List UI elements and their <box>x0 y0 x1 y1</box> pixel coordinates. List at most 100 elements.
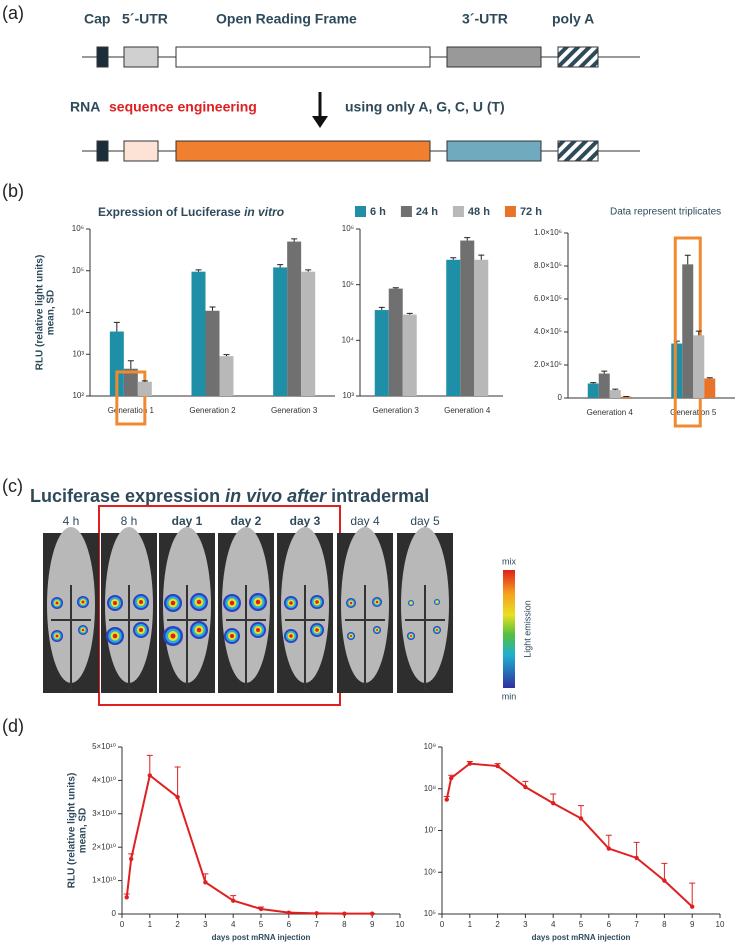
x-tick-label: 2 <box>175 920 180 929</box>
timepoint-label: 4 h <box>63 514 80 528</box>
legend-label: 48 h <box>468 206 490 218</box>
utr3 <box>446 140 542 162</box>
scale-label: min <box>502 691 517 701</box>
orf <box>175 140 431 162</box>
y-tick-label: 10⁷ <box>424 826 436 835</box>
error-bar <box>378 306 385 311</box>
error-bar <box>141 380 148 382</box>
x-tick-label: 4 <box>231 920 236 929</box>
x-tick-label: 6 <box>607 920 612 929</box>
point <box>578 816 584 821</box>
y-tick-label: 10³ <box>342 391 354 400</box>
x-tick-label: Generation 5 <box>670 408 717 417</box>
timepoint-label: day 1 <box>172 514 203 528</box>
y-tick-label: 10⁶ <box>72 224 84 233</box>
legend-swatch <box>504 206 516 217</box>
signal-spot <box>409 601 413 605</box>
color-bar <box>503 570 515 688</box>
y-tick-label: 1.0×10⁶ <box>534 228 562 237</box>
signal-spot <box>196 599 202 605</box>
point <box>370 911 375 916</box>
error-bar <box>689 882 696 907</box>
signal-spot <box>230 634 234 638</box>
arrow-head <box>312 116 328 128</box>
error-bar <box>605 834 612 849</box>
region-label: poly A <box>552 11 594 27</box>
signal-spot <box>289 634 293 638</box>
y-tick-label: 2.0×10⁵ <box>534 360 562 369</box>
cap <box>96 46 109 68</box>
bar <box>587 383 599 398</box>
step-text: using only A, G, C, U (T) <box>345 99 505 115</box>
title-part: Luciferase expression <box>30 486 220 506</box>
error-bar <box>113 321 120 332</box>
error-bar <box>209 306 216 311</box>
x-axis-label: days post mRNA injection <box>212 933 311 942</box>
legend-label: 6 h <box>370 206 386 218</box>
y-tick-label: 10² <box>72 391 84 400</box>
y-axis-label: mean, SD <box>78 808 89 854</box>
point <box>231 898 236 903</box>
x-tick-label: 8 <box>662 920 667 929</box>
x-tick-label: 5 <box>259 920 264 929</box>
y-tick-label: 10⁶ <box>342 224 354 233</box>
title-part: intradermal <box>331 486 429 506</box>
x-tick-label: 2 <box>495 920 500 929</box>
bar <box>287 241 302 396</box>
point <box>690 904 695 909</box>
point <box>634 855 639 861</box>
signal-spot <box>410 635 412 637</box>
x-tick-label: Generation 3 <box>373 406 420 415</box>
point <box>147 773 152 778</box>
signal-spot <box>81 628 85 632</box>
x-tick-label: 10 <box>396 920 405 929</box>
panel-label: (a) <box>2 3 24 23</box>
y-axis-label: RLU (relative light units) <box>35 255 46 371</box>
point <box>314 911 319 916</box>
bar <box>123 368 138 396</box>
bar <box>205 310 220 396</box>
x-tick-label: 1 <box>148 920 153 929</box>
y-tick-label: 2×10¹⁰ <box>92 842 116 851</box>
x-tick-label: 1 <box>468 920 473 929</box>
utr5 <box>123 46 159 68</box>
bar <box>402 314 417 396</box>
timepoint-label: day 4 <box>350 514 380 528</box>
error-bar <box>146 754 153 776</box>
point <box>124 895 129 900</box>
y-axis-label: mean, SD <box>46 290 57 336</box>
signal-spot <box>170 600 176 606</box>
error-bar <box>392 287 399 289</box>
imaging-title: Luciferase expression in vivo after intr… <box>30 486 429 506</box>
y-tick-label: 10⁴ <box>342 335 355 344</box>
y-tick-label: 8.0×10⁵ <box>534 261 562 270</box>
error-bar <box>223 354 230 357</box>
x-tick-label: 3 <box>203 920 208 929</box>
region-label: Cap <box>84 11 110 27</box>
x-tick-label: 3 <box>523 920 528 929</box>
x-axis-label: days post mRNA injection <box>532 933 631 942</box>
signal-spot <box>376 629 378 631</box>
y-tick-label: 10³ <box>72 349 84 358</box>
legend-swatch <box>400 206 412 217</box>
timepoint-label: day 5 <box>410 514 440 528</box>
y-tick-label: 5×10¹⁰ <box>92 742 116 751</box>
y-tick-label: 3×10¹⁰ <box>92 809 116 818</box>
signal-spot <box>256 628 260 632</box>
error-bar <box>127 360 134 369</box>
signal-spot <box>315 628 319 632</box>
signal-spot <box>435 600 439 604</box>
bar <box>460 240 475 396</box>
error-bar <box>305 269 312 272</box>
highlight-box <box>115 370 147 426</box>
error-bar <box>661 862 668 881</box>
x-tick-label: Generation 2 <box>189 406 236 415</box>
title-part: in vitro <box>244 205 284 219</box>
region-label: 5´-UTR <box>122 11 168 27</box>
y-tick-label: 10⁵ <box>424 909 436 918</box>
chart-title: Expression of Luciferase in vitro <box>98 205 284 219</box>
error-bar <box>601 370 608 374</box>
title-part: in vivo after <box>225 486 327 506</box>
y-tick-label: 1×10¹⁰ <box>92 876 116 885</box>
